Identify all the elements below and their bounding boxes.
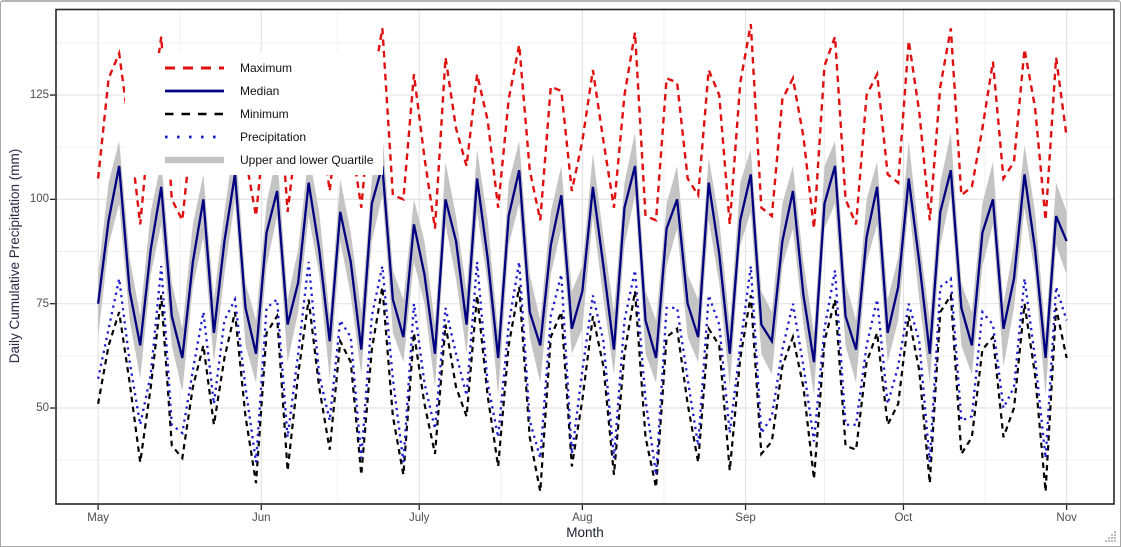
x-tick-label: Oct [894,512,913,524]
y-tick-label: 50 [36,402,49,415]
y-tick-label: 125 [29,89,49,102]
legend-item-minimum: Minimum [164,102,373,125]
resize-grip-icon[interactable] [1104,530,1117,543]
legend-key-icon [165,89,224,92]
legend-item-precipitation: Precipitation [164,125,373,148]
x-tick-label: Aug [572,512,593,524]
median-line [96,165,1068,363]
y-axis-title: Daily Cumulative Precipitation (mm) [7,148,22,364]
axis-ticks [50,94,1068,510]
y-tick-label: 100 [29,193,49,206]
legend-label: Maximum [240,60,293,75]
legend-key-icon [165,112,224,115]
legend-key-icon [165,135,224,138]
legend-item-upper-and-lower-quartile: Upper and lower Quartile [164,148,373,171]
legend-item-maximum: Maximum [164,56,373,79]
legend: Maximum Median Minimum Precipitation Upper a… [125,53,384,175]
minimum-line [97,286,1068,492]
y-tick-label: 75 [36,297,49,310]
legend-label: Median [240,83,280,98]
quartile-ribbon [98,132,1067,396]
legend-key-icon [165,66,224,69]
legend-label: Upper and lower Quartile [240,152,374,167]
x-tick-label: July [408,512,430,524]
panel-border [55,8,1115,505]
legend-label: Minimum [240,106,289,121]
legend-label: Precipitation [240,129,307,144]
series-layer [96,23,1068,492]
legend-key-icon [165,156,224,163]
x-tick-label: Nov [1056,512,1077,524]
legend-item-median: Median [164,79,373,102]
x-tick-label: May [87,512,109,524]
x-tick-label: Jun [252,512,271,524]
x-axis-title: Month [566,525,604,540]
x-tick-label: Sep [735,512,756,524]
